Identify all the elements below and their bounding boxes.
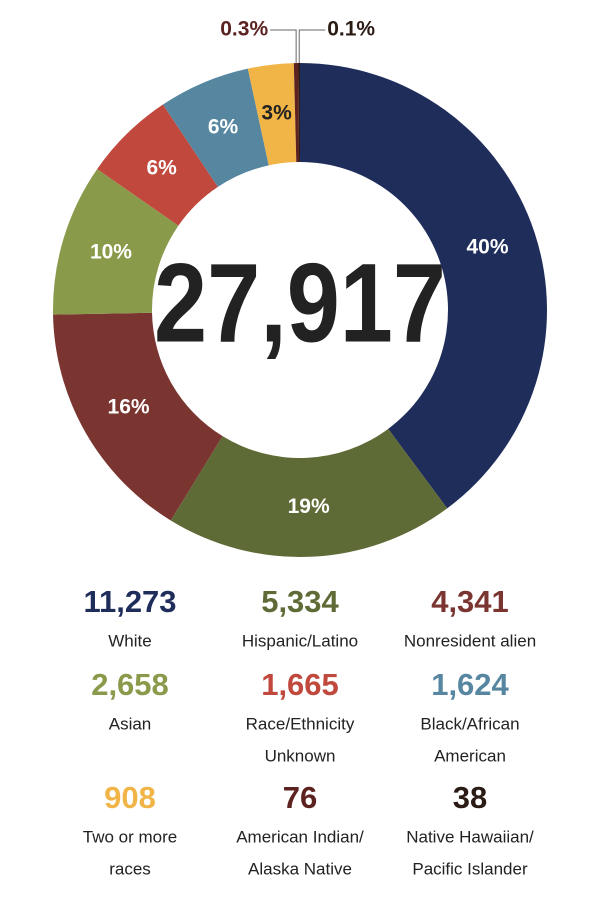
slice-label: 10% (90, 240, 132, 263)
leader-line (298, 29, 326, 64)
count: 4,341 (431, 584, 509, 619)
category-label: Hispanic/Latino (242, 631, 358, 650)
category-label: American Indian/ (236, 827, 364, 846)
slice (52, 169, 179, 315)
slice (170, 428, 448, 558)
count: 908 (104, 780, 156, 815)
category-label: Pacific Islander (412, 859, 528, 878)
slice-label: 19% (288, 495, 330, 518)
slice-label: 6% (146, 157, 177, 180)
category-label: Black/African (420, 714, 519, 733)
slice-label: 0.1% (327, 18, 375, 41)
count: 2,658 (91, 667, 169, 702)
slice-label: 0.3% (220, 18, 268, 41)
slice-label: 40% (467, 236, 509, 259)
slice (293, 63, 300, 163)
slice-label: 6% (208, 116, 239, 139)
slice (162, 68, 269, 187)
count: 1,665 (261, 667, 339, 702)
category-label: Alaska Native (248, 859, 352, 878)
slice (53, 312, 223, 521)
slice (298, 63, 300, 163)
count: 1,624 (431, 667, 509, 702)
count: 5,334 (261, 584, 339, 619)
slice (300, 63, 548, 509)
count: 38 (453, 780, 487, 815)
category-label: Asian (109, 714, 152, 733)
category-label: Nonresident alien (404, 631, 536, 650)
category-label: races (109, 859, 151, 878)
count: 11,273 (83, 584, 176, 619)
category-label: Native Hawaiian/ (406, 827, 534, 846)
category-label: American (434, 746, 506, 765)
center-total: 27,917 (154, 241, 446, 366)
category-label: Race/Ethnicity (246, 714, 355, 733)
slice-label: 3% (261, 101, 292, 124)
category-label: White (108, 631, 151, 650)
category-label: Unknown (265, 746, 336, 765)
count: 76 (283, 780, 317, 815)
slice (247, 63, 297, 166)
slice (97, 104, 218, 226)
slice-label: 16% (108, 396, 150, 419)
leader-line (270, 29, 297, 64)
category-label: Two or more (83, 827, 177, 846)
